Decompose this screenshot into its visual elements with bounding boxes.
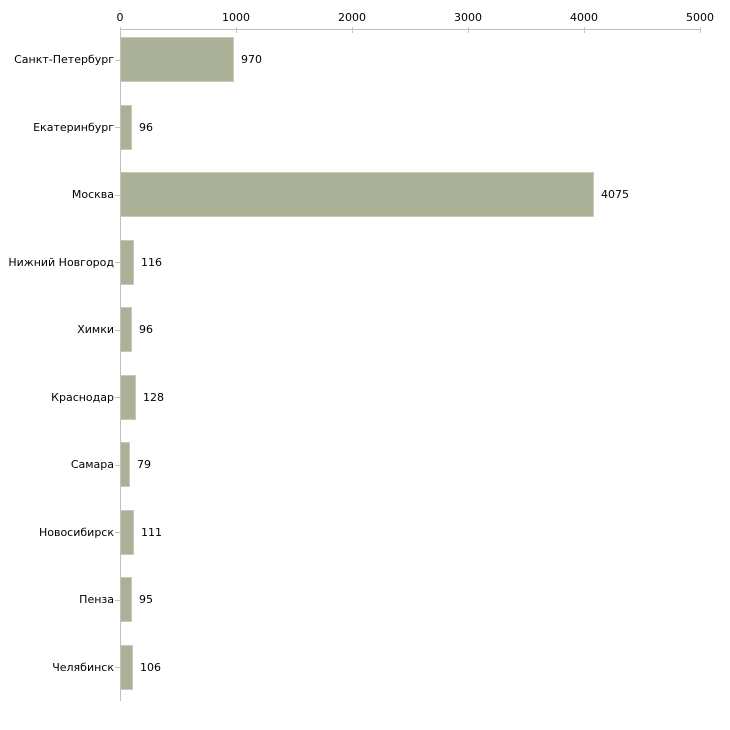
y-tick-mark: [115, 59, 120, 61]
x-tick-label: 1000: [222, 11, 250, 24]
y-tick-mark: [115, 532, 120, 534]
bar-row: Екатеринбург 96: [0, 94, 730, 162]
x-tick-mark: [584, 27, 585, 33]
bar: [121, 442, 130, 487]
value-label: 970: [241, 53, 262, 67]
x-tick-label: 3000: [454, 11, 482, 24]
category-label: Екатеринбург: [33, 120, 114, 134]
bar: [121, 374, 136, 420]
bar: [121, 37, 234, 82]
category-label: Новосибирск: [38, 525, 114, 539]
bar-row: Новосибирск 111: [0, 499, 730, 567]
x-tick-label: 2000: [338, 11, 366, 24]
y-tick-mark: [115, 464, 120, 466]
category-label: Пенза: [79, 593, 114, 607]
bar: [121, 172, 594, 217]
category-label: Челябинск: [52, 660, 114, 674]
bar-row: Санкт-Петербург 970: [0, 26, 730, 94]
bar: [121, 239, 134, 285]
x-axis-line: [120, 29, 701, 30]
value-label: 106: [140, 660, 161, 674]
x-tick-label: 4000: [570, 11, 598, 24]
bar-row: Москва 4075: [0, 161, 730, 229]
y-tick-mark: [115, 127, 120, 129]
bar-row: Краснодар 128: [0, 364, 730, 432]
category-label: Химки: [77, 323, 114, 337]
y-tick-mark: [115, 329, 120, 331]
bar: [121, 104, 132, 150]
x-tick-label: 5000: [686, 11, 714, 24]
y-tick-mark: [115, 194, 120, 196]
bar: [121, 644, 133, 690]
bar-row: Пенза 95: [0, 566, 730, 634]
x-tick-mark: [468, 27, 469, 33]
bar: [121, 577, 132, 622]
value-label: 95: [139, 593, 153, 607]
bar: [121, 509, 134, 555]
y-tick-mark: [115, 667, 120, 669]
value-label: 79: [137, 458, 151, 472]
value-label: 96: [139, 120, 153, 134]
category-label: Москва: [71, 188, 114, 202]
y-axis-line: [120, 29, 121, 701]
category-label: Краснодар: [51, 390, 114, 404]
category-label: Нижний Новгород: [8, 255, 114, 269]
category-label: Санкт-Петербург: [14, 53, 114, 67]
x-tick-mark: [352, 27, 353, 33]
y-tick-mark: [115, 397, 120, 399]
value-label: 4075: [601, 188, 629, 202]
bar-row: Химки 96: [0, 296, 730, 364]
bar-row: Нижний Новгород 116: [0, 229, 730, 297]
value-label: 96: [139, 323, 153, 337]
bar-row: Челябинск 106: [0, 634, 730, 702]
value-label: 116: [141, 255, 162, 269]
value-label: 111: [141, 525, 162, 539]
x-tick-mark: [120, 27, 121, 33]
x-tick-mark: [236, 27, 237, 33]
category-label: Самара: [70, 458, 114, 472]
y-tick-mark: [115, 262, 120, 264]
bar: [121, 307, 132, 352]
value-label: 128: [143, 390, 164, 404]
x-tick-label: 0: [116, 11, 124, 24]
x-tick-mark: [700, 27, 701, 33]
y-tick-mark: [115, 599, 120, 601]
bar-row: Самара 79: [0, 431, 730, 499]
